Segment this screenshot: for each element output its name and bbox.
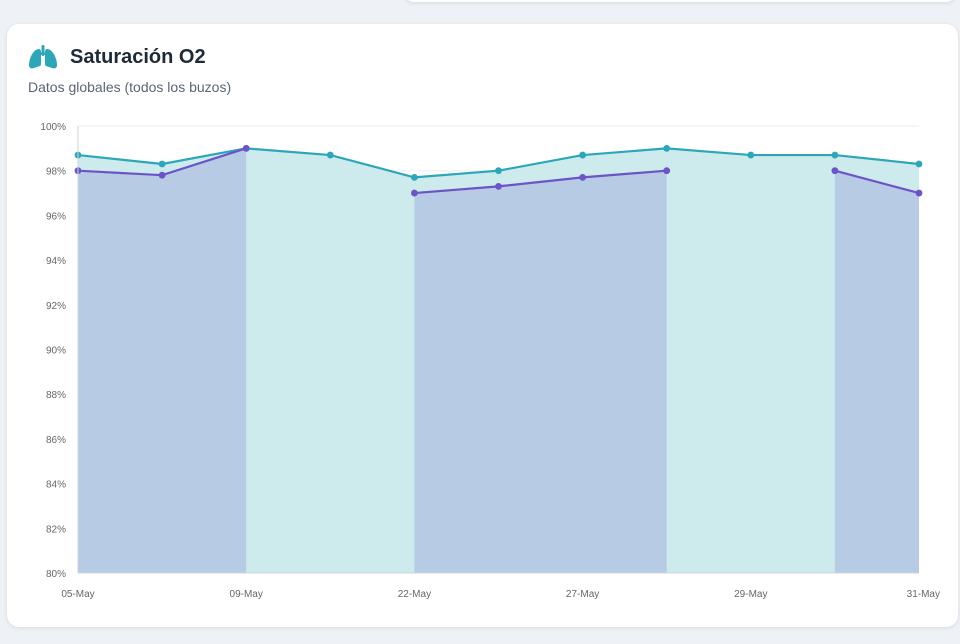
- series-2-point: [663, 167, 671, 175]
- series-2-point: [915, 189, 923, 197]
- x-tick-label: 09-May: [230, 589, 263, 600]
- x-tick-label: 29-May: [734, 589, 767, 600]
- series-1-point: [158, 160, 166, 168]
- series-2-area: [834, 170, 919, 573]
- series-2-line: [414, 169, 667, 195]
- card-header: Saturación O2: [28, 44, 206, 70]
- series-2-area: [78, 148, 247, 573]
- y-tick-label: 84%: [46, 480, 66, 491]
- y-tick-label: 90%: [46, 346, 66, 357]
- series-2-area: [414, 170, 667, 573]
- x-tick-label: 27-May: [566, 589, 599, 600]
- y-tick-label: 82%: [46, 524, 66, 535]
- series-1-point: [663, 144, 671, 152]
- chart-title: Saturación O2: [70, 45, 206, 68]
- x-tick-label: 31-May: [907, 589, 940, 600]
- chart-subtitle: Datos globales (todos los buzos): [28, 79, 232, 95]
- series-2-point: [579, 174, 586, 181]
- series-2-point: [411, 189, 418, 197]
- series-1-point: [915, 160, 923, 168]
- y-tick-label: 98%: [46, 167, 66, 178]
- series-1-point: [831, 151, 839, 159]
- y-tick-label: 96%: [46, 211, 66, 222]
- series-1-point: [411, 174, 418, 181]
- series-2-line: [834, 169, 920, 195]
- series-2-point: [831, 167, 839, 175]
- top-panel-edge: [404, 0, 956, 2]
- series-1-point: [326, 151, 334, 159]
- y-tick-label: 86%: [46, 435, 66, 446]
- x-tick-label: 05-May: [61, 589, 94, 600]
- lungs-icon: [28, 44, 58, 70]
- series-1-point: [747, 151, 755, 159]
- series-2-point: [158, 171, 166, 179]
- y-tick-label: 88%: [46, 390, 66, 401]
- series-2-point: [242, 144, 250, 152]
- y-tick-label: 100%: [40, 122, 66, 133]
- x-tick-label: 22-May: [398, 589, 431, 600]
- y-tick-label: 80%: [46, 569, 66, 580]
- y-tick-label: 94%: [46, 256, 66, 267]
- y-tick-label: 92%: [46, 301, 66, 312]
- series-1-point: [495, 167, 502, 175]
- series-2-point: [495, 182, 502, 190]
- series-1-point: [579, 151, 586, 159]
